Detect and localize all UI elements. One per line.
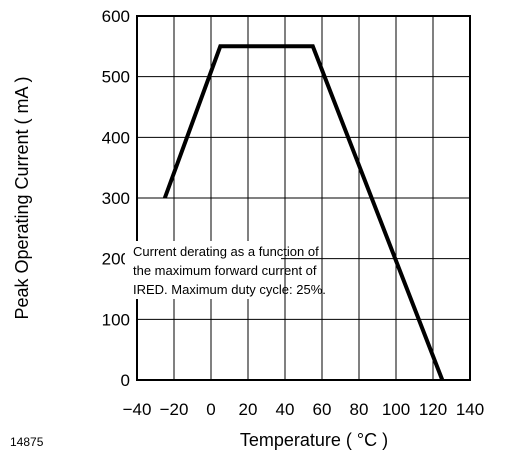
x-tick-label: 80 [350, 400, 369, 419]
annotation-line-2: the maximum forward current of [133, 263, 317, 278]
series-line [162, 44, 445, 381]
annotation: Current derating as a function of the ma… [133, 244, 326, 297]
x-tick-label: −40 [123, 400, 152, 419]
annotation-line-3: IRED. Maximum duty cycle: 25%. [133, 282, 326, 297]
x-tick-label: 0 [206, 400, 215, 419]
x-tick-label: 140 [456, 400, 484, 419]
plot-frame [136, 15, 471, 381]
grid-lines [137, 16, 470, 380]
y-tick-labels: 0 100 200 300 400 500 600 [102, 7, 130, 390]
y-tick-label: 200 [102, 250, 130, 269]
x-tick-label: 100 [382, 400, 410, 419]
y-tick-label: 300 [102, 189, 130, 208]
y-tick-label: 600 [102, 7, 130, 26]
x-tick-label: 120 [419, 400, 447, 419]
y-tick-label: 500 [102, 68, 130, 87]
x-axis-title: Temperature ( °C ) [240, 430, 388, 450]
y-tick-label: 0 [121, 371, 130, 390]
y-tick-label: 400 [102, 128, 130, 147]
x-tick-labels: −40 −20 0 20 40 60 80 100 120 140 [123, 400, 485, 419]
x-tick-label: 60 [313, 400, 332, 419]
y-axis-title: Peak Operating Current ( mA ) [12, 76, 32, 319]
figure-id: 14875 [10, 435, 44, 449]
y-tick-label: 100 [102, 310, 130, 329]
annotation-background [125, 241, 281, 299]
x-tick-label: 40 [276, 400, 295, 419]
x-tick-label: −20 [160, 400, 189, 419]
x-tick-label: 20 [239, 400, 258, 419]
annotation-line-1: Current derating as a function of [133, 244, 319, 259]
